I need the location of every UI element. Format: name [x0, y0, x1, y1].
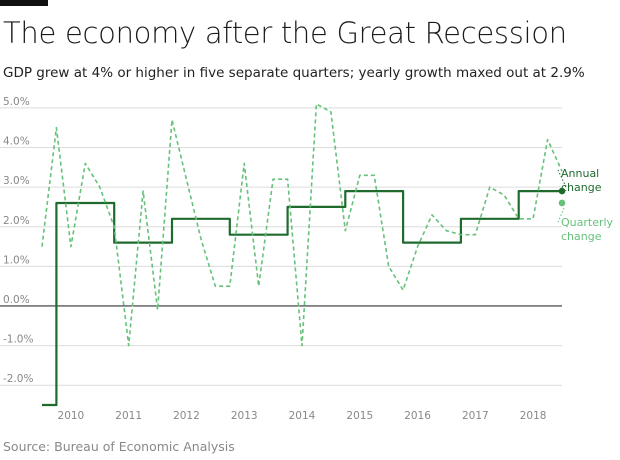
x-tick-label: 2014: [289, 410, 316, 422]
quarterly-change-line: [41, 103, 563, 347]
x-tick-label: 2012: [173, 410, 200, 422]
source-note: Source: Bureau of Economic Analysis: [3, 439, 235, 454]
annual-change-label: Annual: [561, 167, 599, 180]
quarterly-change-label: Quarterly: [561, 216, 614, 229]
x-tick-label: 2017: [462, 410, 489, 422]
chart-subtitle: GDP grew at 4% or higher in five separat…: [3, 65, 585, 81]
y-tick-label: 4.0%: [3, 136, 30, 148]
y-tick-label: 2.0%: [3, 215, 30, 227]
x-tick-label: 2010: [58, 410, 85, 422]
x-tick-label: 2015: [346, 410, 373, 422]
end-markers: [558, 187, 566, 207]
y-tick-label: 1.0%: [3, 254, 30, 266]
series-lines: [41, 103, 563, 407]
annual-change-line: [42, 190, 562, 407]
y-axis-ticks: -2.0% -1.0% 0.0% 1.0% 2.0% 3.0% 4.0% 5.0%: [3, 96, 33, 385]
x-tick-label: 2018: [520, 410, 547, 422]
y-tick-label: -1.0%: [3, 334, 33, 346]
y-tick-label: 5.0%: [3, 96, 30, 108]
top-accent-bar: [0, 0, 48, 6]
quarterly-change-label: change: [561, 230, 602, 243]
y-tick-label: 3.0%: [3, 175, 30, 187]
annual-change-label: change: [561, 181, 602, 194]
annual-end-marker: [558, 187, 566, 195]
chart-title: The economy after the Great Recession: [3, 16, 567, 50]
quarterly-end-marker: [558, 199, 566, 207]
x-tick-label: 2013: [231, 410, 258, 422]
grid-lines: [0, 107, 562, 386]
x-tick-label: 2016: [404, 410, 431, 422]
quarterly-label-leader: [557, 207, 565, 223]
x-axis-ticks: 2010 2011 2012 2013 2014 2015 2016 2017 2018: [58, 410, 547, 422]
y-tick-label: 0.0%: [3, 294, 30, 306]
y-tick-label: -2.0%: [3, 373, 33, 385]
x-tick-label: 2011: [115, 410, 142, 422]
